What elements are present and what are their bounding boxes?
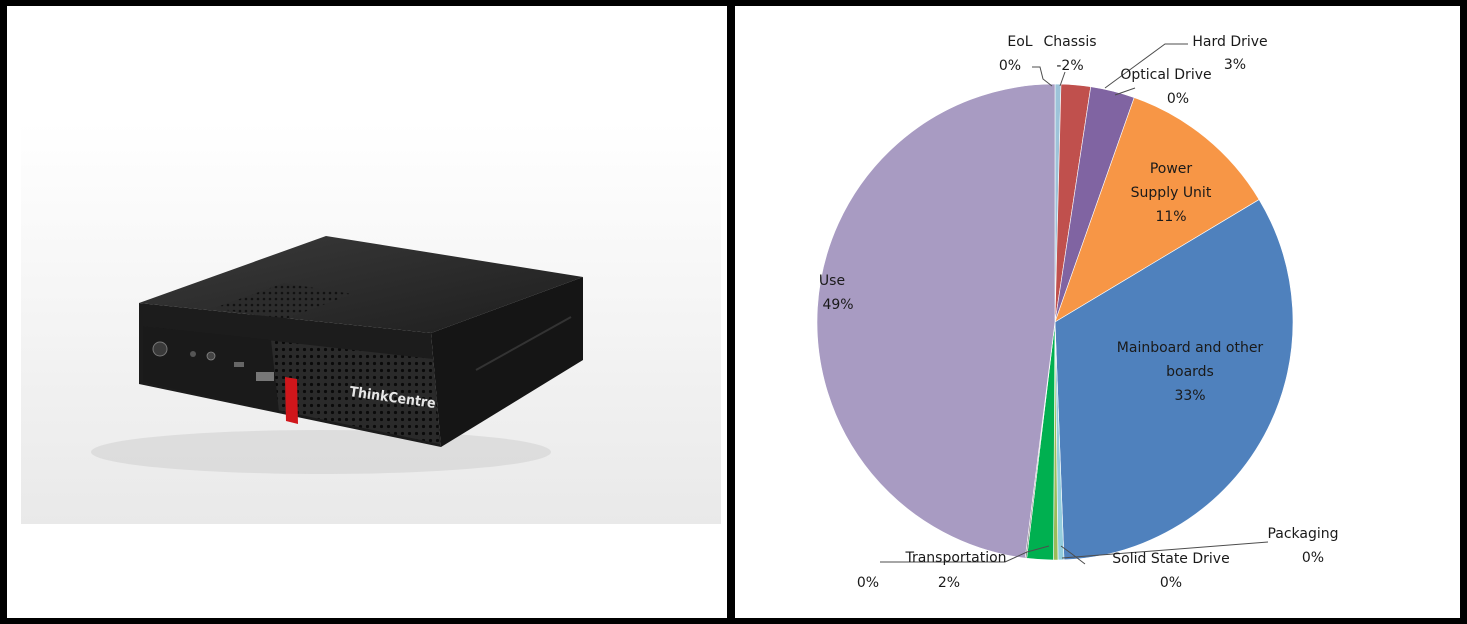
label-chassis: Chassis [1044, 34, 1097, 50]
leader-line-6 [1060, 545, 1086, 565]
percent-use: 49% [822, 297, 853, 313]
percent-unlabeled-9: 0% [857, 575, 879, 591]
device-side [431, 277, 583, 447]
label-power-supply-unit-line-1: Power [1150, 161, 1193, 177]
audio-jack-icon [190, 351, 196, 357]
percent-hard-drive: 3% [1224, 57, 1246, 73]
slice-use [816, 83, 1056, 559]
red-accent-strip [285, 377, 298, 424]
leader-line-7 [880, 545, 1050, 563]
percent-optical-drive: 0% [1167, 91, 1189, 107]
label-optical-drive: Optical Drive [1120, 67, 1211, 83]
label-mainboard-and-other-boards-line-2: boards [1166, 364, 1214, 380]
headphone-jack-icon [206, 351, 216, 361]
label-transportation: Transportation [904, 550, 1006, 566]
slice-mainboard-and-other-boards [1054, 199, 1294, 561]
leader-line-5 [1061, 541, 1269, 559]
chart-panel: EoL 0% Chassis -2% Hard Drive 3% Optical Drive… [735, 6, 1460, 618]
product-photo: ThinkCentre [21, 122, 721, 524]
percent-eol: 0% [999, 58, 1021, 74]
pie-slices [816, 83, 1294, 561]
device-side-groove [475, 316, 572, 371]
label-eol: EoL [1007, 34, 1032, 50]
frame-divider [727, 0, 735, 624]
label-hard-drive: Hard Drive [1192, 34, 1267, 50]
leader-line-4 [1114, 87, 1136, 96]
usb-a-port-icon [256, 372, 274, 381]
product-photo-panel: ThinkCentre [7, 6, 727, 618]
label-mainboard-and-other-boards-line-1: Mainboard and other [1117, 340, 1264, 356]
percent-power-supply-unit: 11% [1155, 209, 1186, 225]
label-use: Use [819, 273, 845, 289]
label-power-supply-unit-line-2: Supply Unit [1131, 185, 1212, 201]
slice-power-supply-unit [1054, 97, 1260, 323]
label-packaging: Packaging [1267, 526, 1338, 542]
pie-chart: EoL 0% Chassis -2% Hard Drive 3% Optical Drive… [816, 34, 1339, 591]
percent-chassis: -2% [1056, 58, 1083, 74]
device-port-area [143, 326, 279, 412]
leader-line-1 [1032, 66, 1053, 87]
power-button-icon [152, 341, 168, 357]
frame-border-right [1460, 0, 1467, 624]
leader-line-3 [1104, 43, 1188, 89]
percent-mainboard-and-other-boards: 33% [1174, 388, 1205, 404]
leader-line-2 [1059, 71, 1066, 87]
percent-transportation: 2% [938, 575, 960, 591]
device-top-vent [214, 283, 352, 320]
leader-lines [880, 43, 1269, 565]
percent-packaging: 0% [1302, 550, 1324, 566]
usb-c-port-icon [234, 362, 244, 367]
frame-border-left [0, 0, 7, 624]
slice-labels: EoL 0% Chassis -2% Hard Drive 3% Optical Drive… [819, 34, 1339, 591]
device-shadow [91, 430, 551, 474]
percent-solid-state-drive: 0% [1160, 575, 1182, 591]
label-solid-state-drive: Solid State Drive [1112, 551, 1229, 567]
